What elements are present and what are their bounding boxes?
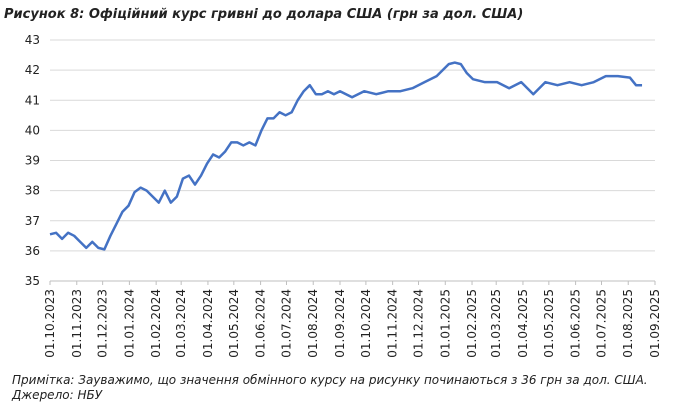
x-tick-label: 01.06.2024 [254,289,268,358]
x-tick-label: 01.10.2024 [359,289,373,358]
x-tick-label: 01.03.2025 [489,289,503,358]
x-tick-label: 01.02.2025 [465,289,479,358]
y-tick-label: 40 [25,123,40,137]
x-tick-label: 01.07.2025 [594,289,608,358]
y-tick-label: 43 [25,33,40,47]
x-tick-label: 01.12.2024 [412,289,426,358]
y-tick-label: 41 [25,93,40,107]
x-tick-label: 01.08.2025 [621,289,635,358]
line [49,61,643,251]
x-tick-label: 01.01.2025 [438,289,452,358]
y-tick-label: 39 [25,154,40,168]
x-tick-label: 01.09.2025 [648,289,662,358]
y-tick-label: 38 [25,184,40,198]
x-tick-label: 01.09.2024 [333,289,347,358]
x-tick-label: 01.02.2024 [149,289,163,358]
x-tick-label: 01.05.2024 [227,289,241,358]
x-tick-label: 01.03.2024 [174,289,188,358]
chart-title: Рисунок 8: Офіційний курс гривні до дола… [4,7,523,22]
x-tick-label: 01.04.2024 [201,289,215,358]
x-tick-label: 01.04.2025 [516,289,530,358]
x-tick-label: 01.05.2025 [542,289,556,358]
source: Джерело: НБУ [11,388,103,402]
x-tick-label: 01.12.2023 [96,289,110,358]
x-tick-label: 01.11.2024 [386,289,400,358]
y-tick-label: 35 [25,274,40,288]
y-tick-label: 37 [25,214,40,228]
x-tick-label: 01.07.2024 [279,289,293,358]
y-tick-label: 42 [25,63,40,77]
x-tick-label: 01.01.2024 [122,289,136,358]
y-tick-label: 36 [25,244,40,258]
note: Примітка: Зауважимо, що значення обмінно… [12,373,648,387]
x-tick-label: 01.08.2024 [306,289,320,358]
x-tick-label: 01.11.2023 [70,289,84,358]
x-tick-label: 01.10.2023 [43,289,57,358]
x-tick-label: 01.06.2025 [569,289,583,358]
